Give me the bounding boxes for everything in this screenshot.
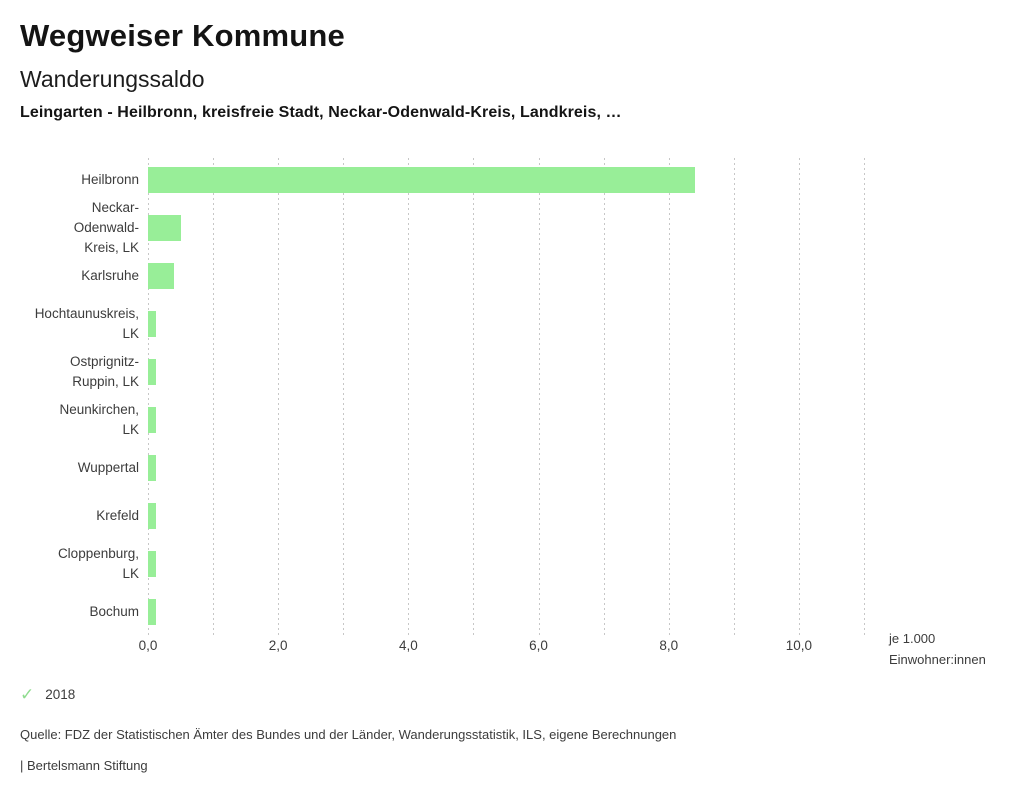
category-label-line: Bochum xyxy=(89,604,139,619)
bar[interactable] xyxy=(148,167,695,193)
category-label-line: Heilbronn xyxy=(81,172,139,187)
category-label: Cloppenburg, LK xyxy=(0,540,139,588)
x-tick-label: 4,0 xyxy=(398,638,418,653)
chart-row: Wuppertal xyxy=(0,444,880,492)
gridline xyxy=(408,158,410,635)
chart-row: Ostprignitz- Ruppin, LK xyxy=(0,348,880,396)
gridline xyxy=(473,158,475,635)
category-label: Ostprignitz- Ruppin, LK xyxy=(0,348,139,396)
category-label-line: Ruppin, LK xyxy=(72,374,139,389)
chart-row: Cloppenburg, LK xyxy=(0,540,880,588)
x-tick-label: 6,0 xyxy=(529,638,548,653)
x-tick-label: 8,0 xyxy=(659,638,679,653)
source-note: Quelle: FDZ der Statistischen Ämter des … xyxy=(20,727,677,742)
category-label-line: Neunkirchen, xyxy=(59,402,139,417)
category-label: Neunkirchen, LK xyxy=(0,396,139,444)
bar[interactable] xyxy=(148,407,157,433)
chart-row: Bochum xyxy=(0,588,880,636)
gridline xyxy=(733,158,735,635)
category-label: Heilbronn xyxy=(0,156,139,204)
x-tick-label: 10,0 xyxy=(785,638,813,653)
bar[interactable] xyxy=(148,359,157,385)
chart-row: Neckar- Odenwald- Kreis, LK xyxy=(0,200,880,255)
gridline xyxy=(148,158,149,635)
category-label-line: Krefeld xyxy=(96,508,139,523)
chart-title: Wanderungssaldo xyxy=(20,66,205,92)
bar[interactable] xyxy=(148,311,157,337)
chart-row: Krefeld xyxy=(0,492,880,540)
page-title: Wegweiser Kommune xyxy=(20,18,345,53)
category-label: Krefeld xyxy=(0,492,139,540)
gridline xyxy=(343,158,345,635)
category-label: Wuppertal xyxy=(0,444,139,492)
axis-unit-line1: je 1.000 xyxy=(889,631,936,646)
category-label-line: Wuppertal xyxy=(77,460,139,475)
category-label: Hochtaunuskreis, LK xyxy=(0,300,139,348)
brand-note: | Bertelsmann Stiftung xyxy=(20,758,148,773)
gridline xyxy=(603,158,605,635)
category-label-line: Cloppenburg, xyxy=(57,546,139,561)
bar-chart: Heilbronn Neckar- Odenwald- Kreis, LK Karlsr… xyxy=(0,156,900,653)
legend-year-label: 2018 xyxy=(45,687,76,702)
category-label-line: Karlsruhe xyxy=(81,268,139,283)
category-label: Bochum xyxy=(0,588,139,636)
plot-grid xyxy=(148,158,865,635)
legend-item-2018[interactable]: ✓ 2018 xyxy=(20,686,75,703)
category-label-line: Kreis, LK xyxy=(84,240,139,255)
bar[interactable] xyxy=(148,599,157,625)
bar[interactable] xyxy=(148,455,157,481)
chart-row: Hochtaunuskreis, LK xyxy=(0,300,880,348)
category-label-line: LK xyxy=(122,326,139,341)
gridline xyxy=(278,158,280,635)
category-label-line: Odenwald- xyxy=(73,220,139,235)
x-tick-label: 0,0 xyxy=(138,638,158,653)
bar[interactable] xyxy=(148,215,181,241)
gridline xyxy=(213,158,215,635)
category-label-line: Neckar- xyxy=(91,200,139,215)
gridline xyxy=(798,158,800,635)
bar[interactable] xyxy=(148,263,175,289)
category-label: Karlsruhe xyxy=(0,252,139,300)
axis-unit-label: je 1.000 Einwohner:innen xyxy=(889,628,986,670)
bar[interactable] xyxy=(148,503,157,529)
category-label-line: Ostprignitz- xyxy=(69,354,139,369)
axis-unit-line2: Einwohner:innen xyxy=(889,652,986,667)
chart-row: Karlsruhe xyxy=(0,252,880,300)
category-label: Neckar- Odenwald- Kreis, LK xyxy=(0,200,139,255)
chart-subtitle: Leingarten - Heilbronn, kreisfreie Stadt… xyxy=(20,104,622,121)
bar[interactable] xyxy=(148,551,157,577)
chart-row: Heilbronn xyxy=(0,156,880,204)
gridline xyxy=(668,158,670,635)
category-label-line: Hochtaunuskreis, xyxy=(34,306,139,321)
category-label-line: LK xyxy=(122,422,139,437)
gridline xyxy=(538,158,540,635)
gridline xyxy=(864,158,865,635)
x-tick-label: 2,0 xyxy=(268,638,288,653)
category-label-line: LK xyxy=(122,566,139,581)
checkmark-icon: ✓ xyxy=(20,685,35,704)
chart-row: Neunkirchen, LK xyxy=(0,396,880,444)
